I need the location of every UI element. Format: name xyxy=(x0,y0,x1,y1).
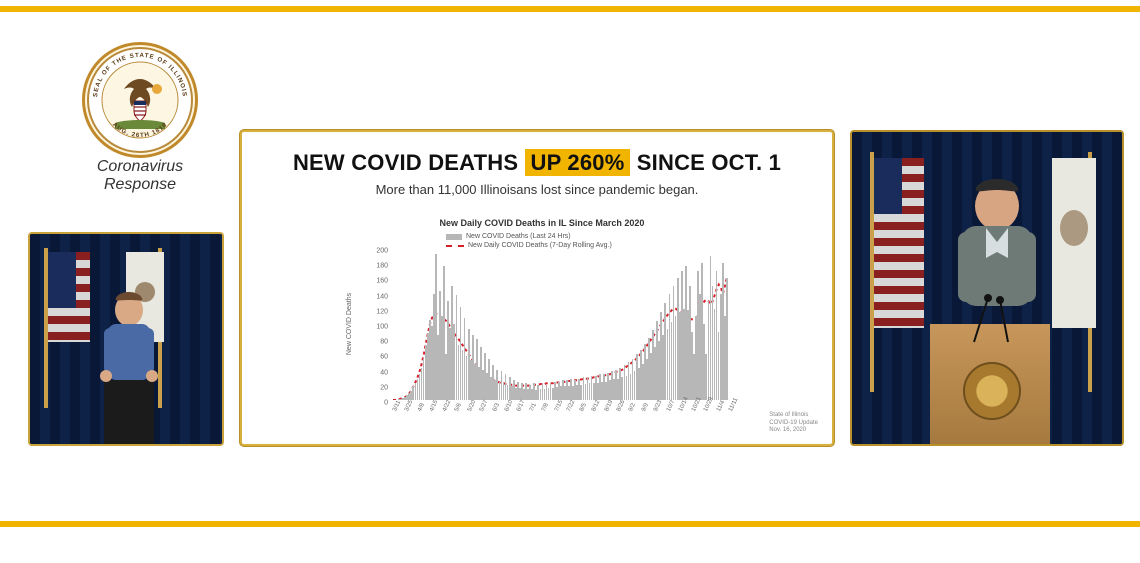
legend-swatch-bar xyxy=(446,234,462,240)
y-tick: 20 xyxy=(380,384,388,391)
x-tick: 3/11 xyxy=(392,400,402,413)
x-tick: 8/26 xyxy=(616,399,626,412)
slide-headline: NEW COVID DEATHS UP 260% SINCE OCT. 1 Mo… xyxy=(242,132,832,197)
podium-seal-icon xyxy=(963,362,1021,420)
x-tick: 5/27 xyxy=(479,399,489,412)
interpreter-panel xyxy=(28,232,224,446)
top-gold-bar xyxy=(0,6,1140,12)
x-tick: 8/5 xyxy=(579,402,588,412)
x-tick: 8/19 xyxy=(604,399,614,412)
footnote-l1: State of Illinois xyxy=(769,412,818,419)
x-tick: 11/11 xyxy=(728,397,739,412)
y-tick: 80 xyxy=(380,339,388,346)
y-tick: 40 xyxy=(380,369,388,376)
headline-sub: More than 11,000 Illinoisans lost since … xyxy=(264,182,810,197)
y-tick: 120 xyxy=(376,308,388,315)
x-tick: 6/10 xyxy=(504,399,514,412)
legend-label-bars: New COVID Deaths (Last 24 Hrs) xyxy=(466,232,571,241)
seal-caption-line2: Response xyxy=(60,176,220,194)
y-tick: 0 xyxy=(384,400,388,407)
x-tick: 9/2 xyxy=(628,402,637,412)
y-tick: 140 xyxy=(376,293,388,300)
x-tick: 4/15 xyxy=(429,399,439,412)
y-axis: New COVID Deaths 02040608010012014016018… xyxy=(352,248,392,400)
x-tick: 8/12 xyxy=(591,399,601,412)
slide-panel: NEW COVID DEATHS UP 260% SINCE OCT. 1 Mo… xyxy=(240,130,834,446)
x-tick: 9/9 xyxy=(641,402,650,412)
x-tick: 7/1 xyxy=(529,402,538,412)
chart-bar xyxy=(726,278,728,400)
y-tick: 60 xyxy=(380,354,388,361)
x-tick: 6/3 xyxy=(492,402,501,412)
seal-caption-line1: Coronavirus xyxy=(60,158,220,176)
y-tick: 200 xyxy=(376,248,388,255)
broadcast-frame: SEAL OF THE STATE OF ILLINOIS AUG. 26TH … xyxy=(0,0,1140,563)
footnote-l2: COVID-19 Update xyxy=(769,420,818,427)
us-flag-icon xyxy=(874,158,924,328)
x-axis: 3/113/254/84/154/225/6 5/205/276/36/106/1… xyxy=(392,400,728,428)
x-tick: 6/17 xyxy=(516,399,526,412)
headline-pre: NEW COVID DEATHS xyxy=(293,150,518,175)
x-tick: 10/7 xyxy=(666,399,676,412)
deaths-chart: New Daily COVID Deaths in IL Since March… xyxy=(352,218,732,428)
x-tick: 4/8 xyxy=(417,402,426,412)
x-tick: 4/22 xyxy=(442,399,452,412)
x-tick: 9/23 xyxy=(653,399,663,412)
x-tick: 11/4 xyxy=(716,400,726,413)
x-tick: 3/25 xyxy=(404,399,414,412)
bottom-gold-bar xyxy=(0,521,1140,527)
interpreter-figure xyxy=(74,288,184,446)
x-tick: 7/8 xyxy=(541,402,550,412)
headline-highlight: UP 260% xyxy=(525,149,631,176)
seal-caption: Coronavirus Response xyxy=(60,158,220,195)
x-tick: 5/6 xyxy=(454,402,463,412)
y-tick: 100 xyxy=(376,324,388,331)
governor-panel xyxy=(850,130,1124,446)
y-tick: 160 xyxy=(376,278,388,285)
slide-footnote: State of Illinois COVID-19 Update Nov. 1… xyxy=(769,412,818,434)
footnote-l3: Nov. 16, 2020 xyxy=(769,427,818,434)
chart-plot-area xyxy=(392,248,728,400)
state-seal-icon: SEAL OF THE STATE OF ILLINOIS AUG. 26TH … xyxy=(82,42,198,158)
headline-post: SINCE OCT. 1 xyxy=(637,150,781,175)
x-tick: 7/22 xyxy=(566,399,576,412)
microphone-icon xyxy=(964,292,1024,352)
legend-swatch-line xyxy=(446,245,464,247)
y-axis-label: New COVID Deaths xyxy=(346,293,353,355)
x-tick: 7/15 xyxy=(554,399,564,412)
chart-title: New Daily COVID Deaths in IL Since March… xyxy=(352,218,732,228)
x-tick: 5/20 xyxy=(467,399,477,412)
y-tick: 180 xyxy=(376,263,388,270)
